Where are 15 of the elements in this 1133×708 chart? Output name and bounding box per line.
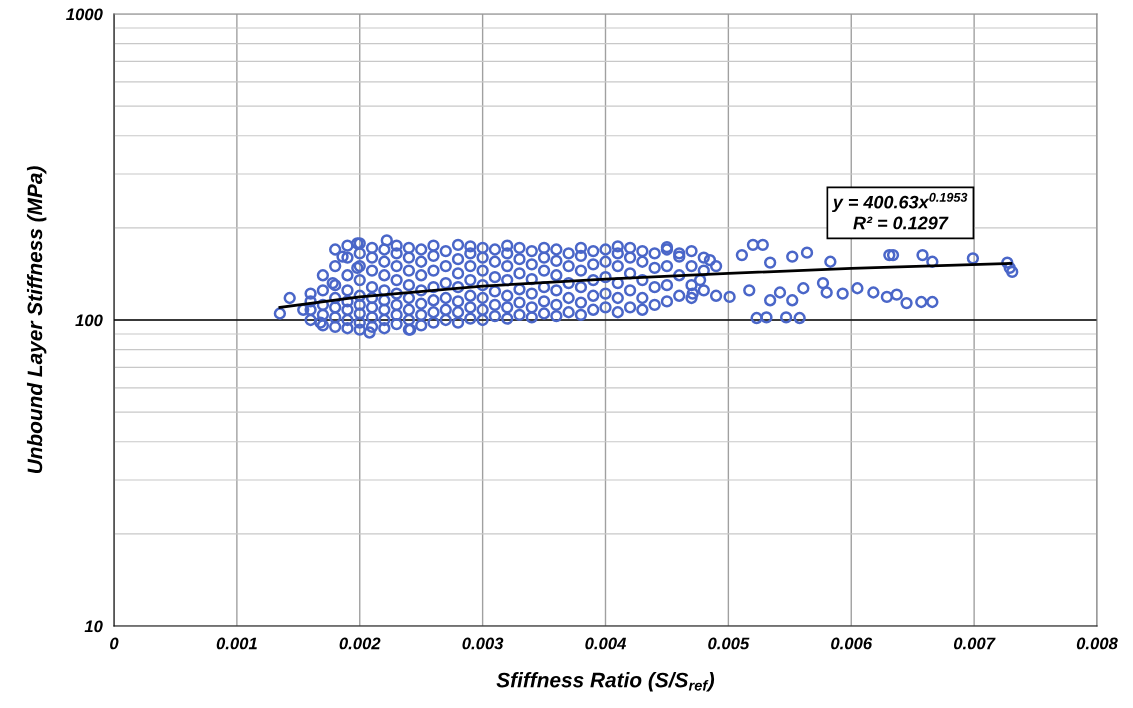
y-tick-label: 1000 (66, 8, 103, 21)
y-axis-title: Unbound Layer Stiffness (MPa) (26, 166, 47, 474)
x-tick-label: 0.007 (953, 637, 996, 650)
y-tick-label: 100 (75, 314, 103, 327)
x-tick-label: 0.002 (339, 637, 381, 650)
x-tick-label: 0.003 (462, 637, 504, 650)
x-tick-label: 0.001 (216, 637, 257, 650)
x-tick-label: 0 (110, 637, 119, 650)
x-tick-label: 0.008 (1076, 637, 1118, 650)
x-tick-label: 0.004 (585, 637, 627, 650)
x-tick-label: 0.005 (708, 637, 750, 650)
x-tick-label: 0.006 (831, 637, 873, 650)
y-tick-label: 10 (84, 620, 103, 633)
annotation: y = 400.63x$^{0.1953}$ R² = 0.1297 (832, 192, 968, 230)
x-axis-title: Sfiffness Ratio (S/S$_{ref}$) (496, 672, 715, 692)
